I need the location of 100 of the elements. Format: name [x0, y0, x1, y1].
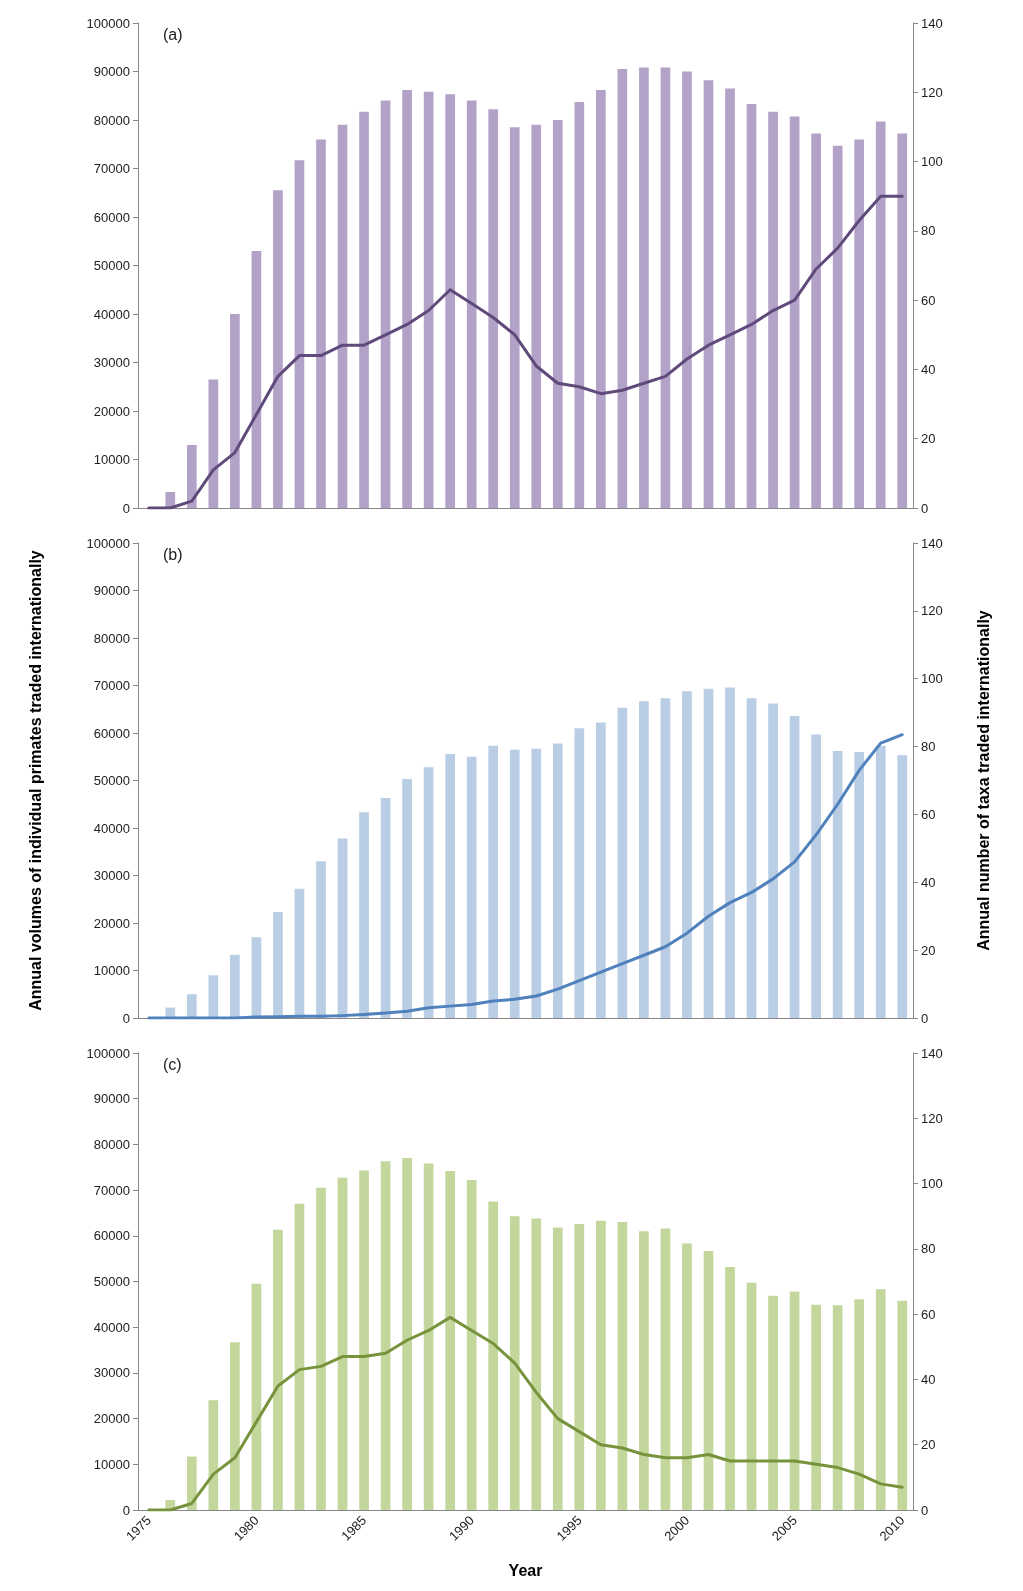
bar: [725, 1266, 735, 1510]
y-tick-label: 60000: [93, 725, 130, 741]
bar: [337, 1177, 348, 1510]
y-tick-label: 70000: [93, 1182, 130, 1198]
bar: [552, 743, 563, 1018]
bar: [897, 133, 908, 508]
bar: [230, 314, 240, 508]
bar: [294, 1203, 305, 1510]
bar: [617, 1222, 628, 1510]
y-tick-label: 40000: [93, 820, 130, 836]
bar: [445, 753, 455, 1018]
y-tick-label: 20000: [93, 403, 130, 419]
y-tick-label: 70000: [93, 678, 130, 693]
bar: [552, 120, 563, 508]
bar: [789, 1291, 800, 1510]
line-series: [147, 1315, 904, 1512]
bar: [402, 779, 412, 1018]
bar: [832, 145, 843, 508]
bar: [423, 1163, 434, 1510]
bar: [574, 102, 585, 508]
bar: [811, 1304, 821, 1510]
bar: [466, 1180, 477, 1510]
bar: [811, 734, 821, 1018]
bar: [380, 798, 391, 1018]
bar: [811, 133, 821, 508]
y2-tick-label: 20: [921, 1437, 936, 1453]
bar: [875, 745, 886, 1018]
bar: [552, 1227, 563, 1510]
bar: [617, 707, 628, 1018]
bar: [854, 1299, 865, 1510]
bar: [186, 444, 197, 508]
bar: [402, 1158, 412, 1510]
bar: [273, 912, 283, 1018]
bar: [897, 755, 908, 1018]
bar: [380, 1161, 391, 1510]
bar: [531, 124, 542, 508]
bar: [294, 888, 305, 1018]
y-tick-label: 90000: [93, 64, 130, 79]
bar: [574, 1223, 585, 1510]
bar: [596, 1220, 606, 1510]
bar: [488, 745, 499, 1018]
bar: [423, 91, 434, 508]
bar: [273, 1229, 283, 1510]
y-tick-label: 100000: [86, 15, 130, 31]
bar: [531, 748, 542, 1018]
y-tick-label: 10000: [93, 452, 130, 467]
bar: [660, 698, 671, 1018]
y-tick-label: 30000: [93, 868, 130, 883]
bar: [768, 703, 778, 1018]
bar: [466, 100, 477, 508]
bar: [746, 1282, 757, 1510]
y-tick-label: 70000: [93, 161, 130, 176]
y-tick-label: 10000: [93, 1456, 130, 1472]
y-tick-label: 20000: [93, 915, 130, 931]
bar: [617, 69, 628, 508]
y2-tick-label: 100: [921, 671, 943, 687]
bar: [854, 752, 865, 1018]
bar: [682, 1243, 692, 1510]
y-tick-label: 50000: [93, 1274, 130, 1289]
bar: [639, 1231, 649, 1510]
bar: [316, 139, 326, 508]
bar: [337, 838, 348, 1018]
bar: [230, 1342, 240, 1510]
bar: [660, 67, 671, 508]
bar: [316, 861, 326, 1018]
y2-tick-label: 20: [921, 431, 936, 447]
x-axis-title: Year: [508, 1561, 543, 1579]
y-tick-label: 50000: [93, 773, 130, 788]
y2-tick-label: 140: [921, 1045, 943, 1061]
bar: [596, 722, 606, 1018]
y-tick-label: 80000: [93, 630, 130, 646]
bar: [251, 937, 262, 1018]
bar: [488, 109, 499, 508]
bar: [832, 751, 843, 1018]
y-tick-label: 40000: [93, 1319, 130, 1335]
y-tick-label: 30000: [93, 1365, 130, 1381]
bar: [703, 80, 714, 508]
bar: [854, 139, 865, 508]
bar: [682, 71, 692, 508]
y-tick-label: 80000: [93, 112, 130, 128]
bar: [725, 687, 735, 1018]
y-tick-label: 50000: [93, 258, 130, 273]
y2-tick-label: 0: [921, 1502, 929, 1518]
bar: [509, 1216, 520, 1510]
bar: [380, 100, 391, 508]
y2-tick-label: 0: [921, 500, 929, 516]
bar: [208, 975, 219, 1018]
annotation: (c): [163, 1055, 182, 1073]
bar: [703, 1250, 714, 1510]
bar: [359, 812, 369, 1018]
y2-tick-label: 0: [921, 1010, 929, 1026]
y2-tick-label: 60: [921, 1306, 936, 1322]
y-tick-label: 80000: [93, 1136, 130, 1152]
y-tick-label: 0: [122, 1010, 130, 1026]
y-tick-label: 60000: [93, 209, 130, 225]
bar: [832, 1305, 843, 1510]
bar: [186, 1456, 197, 1510]
y-tick-label: 40000: [93, 306, 130, 322]
y2-tick-label: 60: [921, 806, 936, 822]
bar: [337, 124, 348, 508]
